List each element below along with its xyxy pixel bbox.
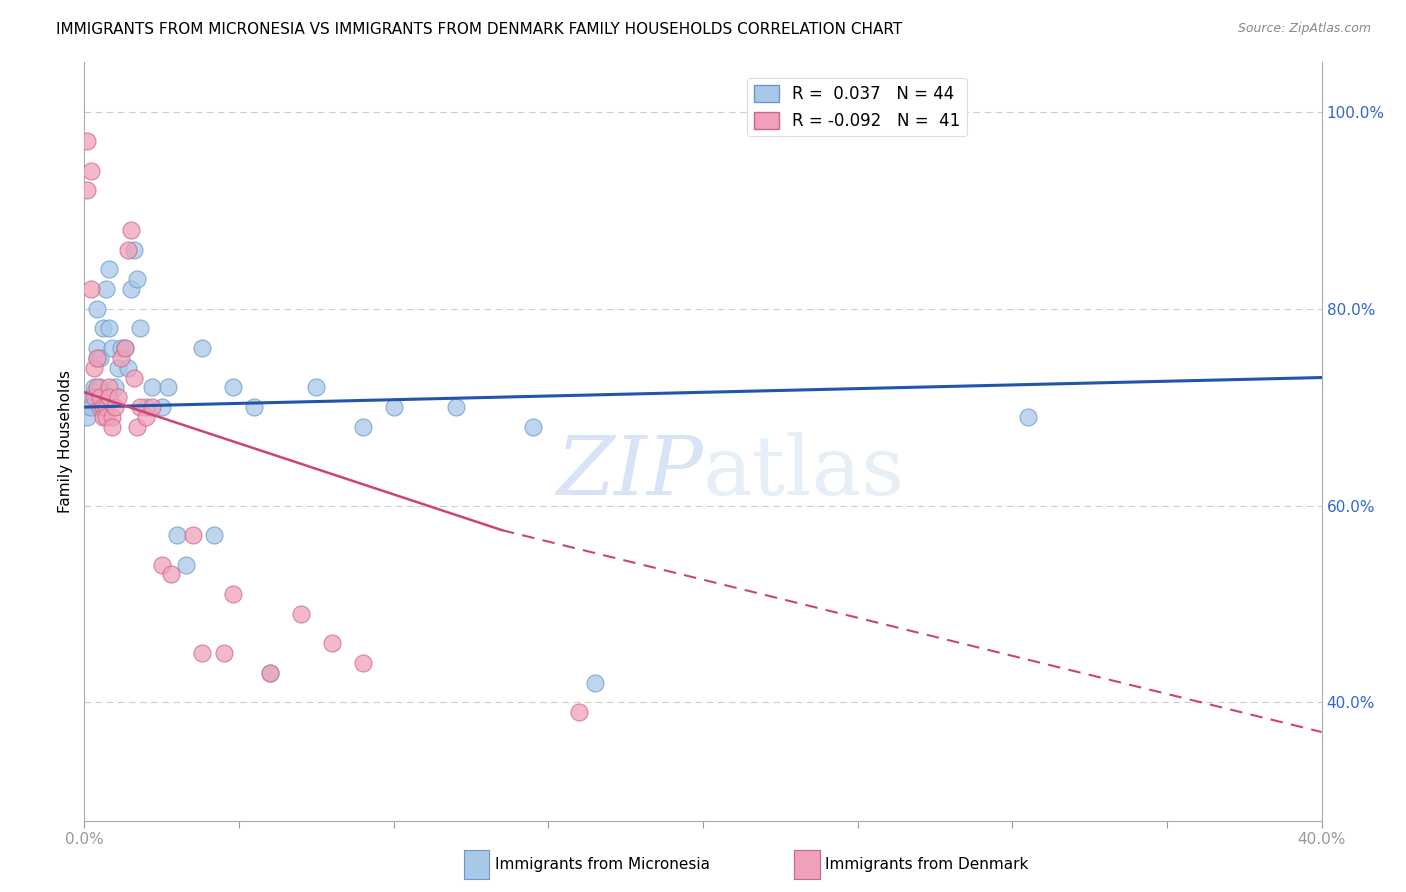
Point: [76, 134, 98, 148]
Point: [83, 380, 105, 394]
Point: [79, 282, 101, 296]
Point: [259, 665, 281, 680]
Point: [86, 301, 108, 316]
Point: [104, 380, 127, 394]
Point: [141, 400, 163, 414]
Point: [101, 409, 124, 424]
Point: [583, 675, 606, 690]
Point: [122, 243, 145, 257]
Point: [568, 706, 591, 720]
Point: [94, 282, 117, 296]
Point: [98, 321, 121, 335]
Point: [79, 400, 101, 414]
Legend: R =  0.037   N = 44, R = -0.092   N =  41: R = 0.037 N = 44, R = -0.092 N = 41: [747, 78, 967, 136]
Text: Source: ZipAtlas.com: Source: ZipAtlas.com: [1237, 22, 1371, 36]
Point: [125, 272, 148, 286]
Point: [444, 400, 467, 414]
Point: [91, 409, 114, 424]
Point: [125, 419, 148, 434]
Point: [89, 351, 111, 365]
Point: [98, 390, 121, 404]
Point: [150, 558, 173, 572]
Point: [352, 419, 374, 434]
Point: [107, 360, 129, 375]
Point: [135, 400, 157, 414]
Point: [101, 419, 124, 434]
Point: [191, 646, 214, 660]
Point: [166, 528, 188, 542]
Point: [150, 400, 173, 414]
Point: [176, 558, 198, 572]
Point: [91, 321, 114, 335]
Point: [86, 351, 108, 365]
Text: Immigrants from Denmark: Immigrants from Denmark: [825, 857, 1029, 871]
Point: [117, 360, 139, 375]
Point: [117, 243, 139, 257]
Point: [522, 419, 544, 434]
Point: [79, 390, 101, 404]
Point: [181, 528, 204, 542]
Point: [114, 341, 136, 355]
Point: [89, 390, 111, 404]
Point: [86, 351, 108, 365]
Point: [83, 390, 105, 404]
Point: [86, 341, 108, 355]
Point: [101, 341, 124, 355]
Point: [94, 409, 117, 424]
Point: [83, 385, 105, 400]
Point: [156, 380, 179, 394]
Point: [160, 567, 183, 582]
Point: [141, 380, 163, 394]
Point: [91, 400, 114, 414]
Point: [83, 360, 105, 375]
Text: atlas: atlas: [703, 432, 905, 512]
Point: [89, 400, 111, 414]
Point: [107, 390, 129, 404]
Point: [89, 380, 111, 394]
Point: [98, 262, 121, 277]
Point: [110, 351, 132, 365]
Point: [120, 223, 142, 237]
Point: [76, 400, 98, 414]
Point: [135, 409, 157, 424]
Point: [91, 400, 114, 414]
Y-axis label: Family Households: Family Households: [58, 370, 73, 513]
Point: [114, 341, 136, 355]
Point: [382, 400, 405, 414]
Point: [202, 528, 225, 542]
Text: Immigrants from Micronesia: Immigrants from Micronesia: [495, 857, 710, 871]
Point: [212, 646, 235, 660]
Point: [129, 321, 152, 335]
Point: [1017, 409, 1039, 424]
Point: [305, 380, 328, 394]
Point: [191, 341, 214, 355]
Point: [110, 341, 132, 355]
Point: [259, 665, 281, 680]
Point: [352, 656, 374, 670]
Point: [222, 587, 245, 601]
Point: [76, 184, 98, 198]
Text: ZIP: ZIP: [557, 432, 703, 512]
Point: [94, 400, 117, 414]
Text: IMMIGRANTS FROM MICRONESIA VS IMMIGRANTS FROM DENMARK FAMILY HOUSEHOLDS CORRELAT: IMMIGRANTS FROM MICRONESIA VS IMMIGRANTS…: [56, 22, 903, 37]
Point: [321, 636, 343, 650]
Point: [86, 380, 108, 394]
Point: [122, 370, 145, 384]
Point: [243, 400, 266, 414]
Point: [222, 380, 245, 394]
Point: [98, 380, 121, 394]
Point: [129, 400, 152, 414]
Point: [104, 400, 127, 414]
Point: [120, 282, 142, 296]
Point: [76, 409, 98, 424]
Point: [290, 607, 312, 621]
Point: [79, 163, 101, 178]
